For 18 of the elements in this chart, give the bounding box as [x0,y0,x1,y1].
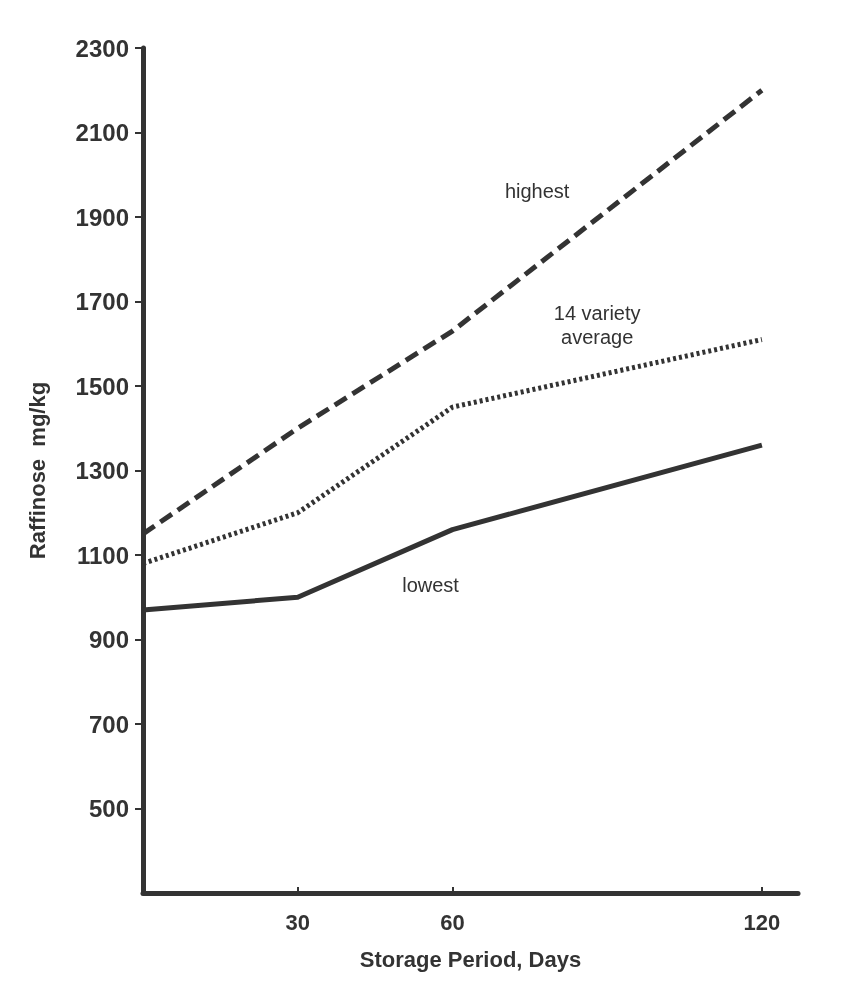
y-tick-label: 700 [88,710,129,738]
y-tick-label: 1300 [75,457,129,484]
x-tick-label: 60 [440,909,465,935]
y-axis-title: Raffinose mg/kg [24,381,50,560]
y-tick-label: 2300 [75,34,129,62]
x-tick-label: 120 [743,909,781,935]
y-tick-label: 1500 [75,372,129,400]
series-label: highest [504,179,570,202]
y-tick-label: 1100 [76,541,129,569]
y-tick-label: 2100 [75,119,129,146]
y-tick-label: 1700 [75,288,129,315]
x-tick-label: 30 [285,909,310,935]
y-tick-label: 1900 [75,203,129,231]
series-label: 14 variety average [553,302,641,349]
x-axis-title: Storage Period, Days [359,946,582,972]
y-tick-label: 900 [88,626,129,653]
y-tick-label: 500 [88,795,129,822]
series-label: lowest [402,573,460,596]
